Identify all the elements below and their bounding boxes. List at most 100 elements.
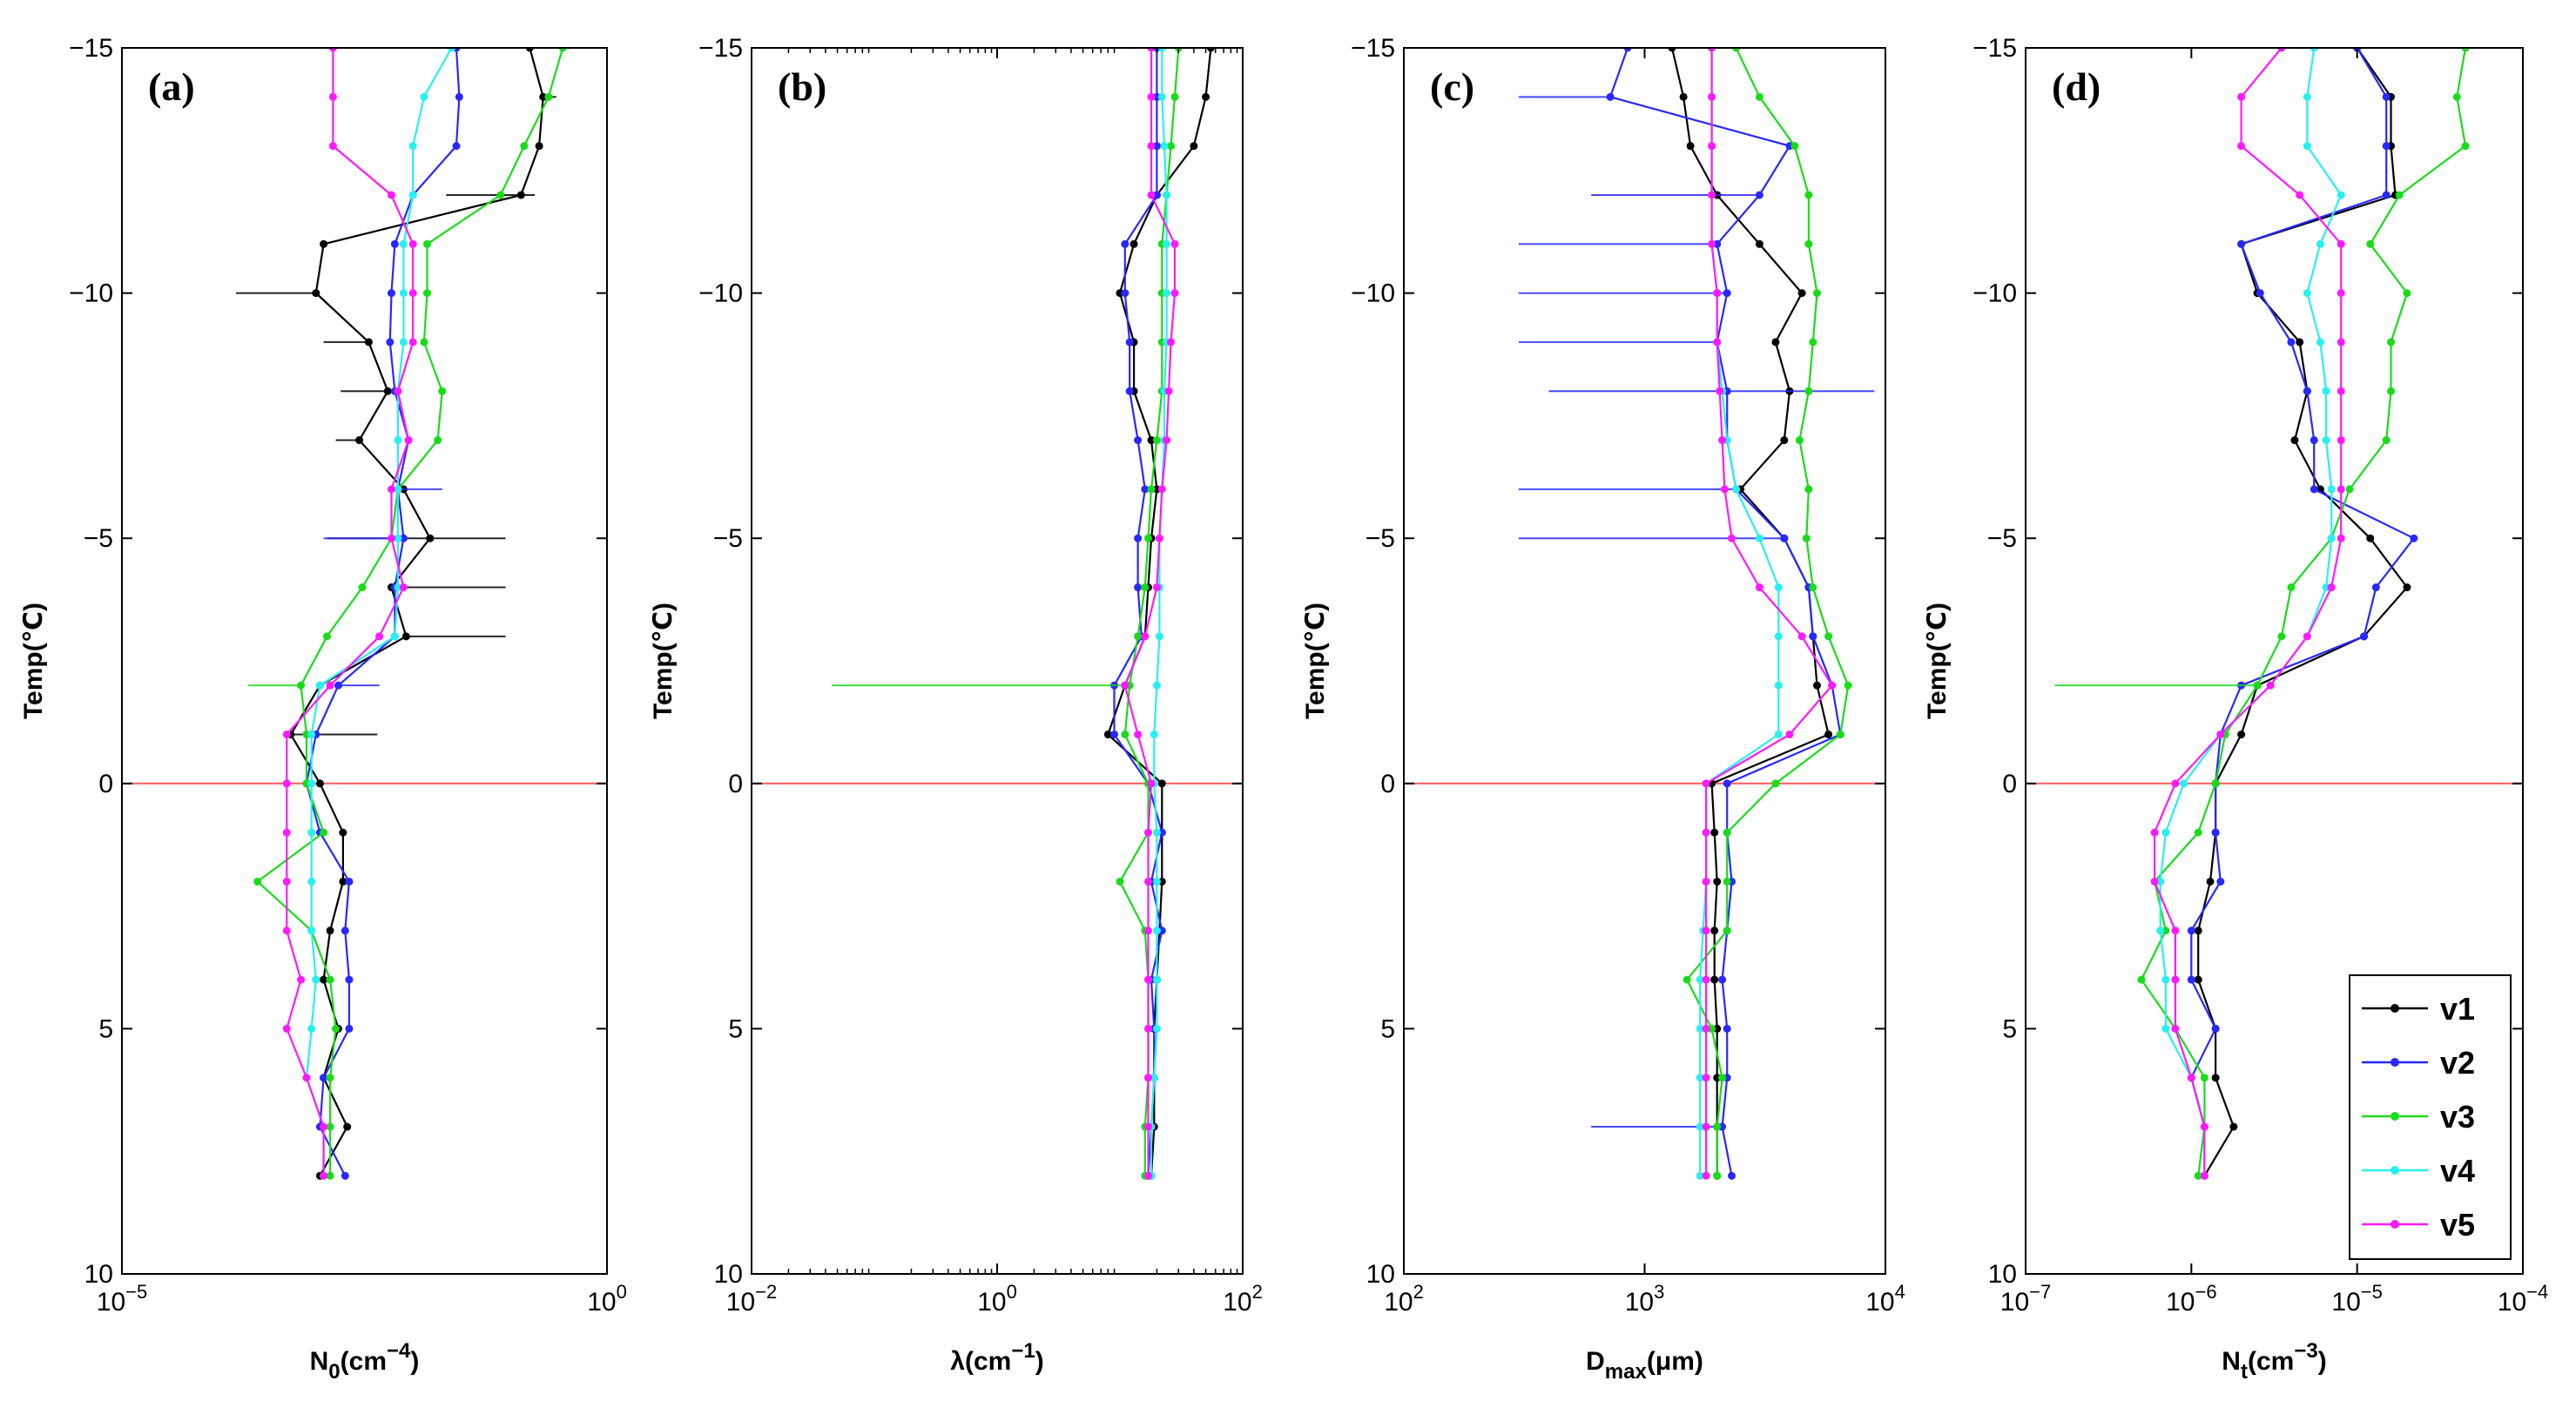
y-tick-label: 0 bbox=[98, 770, 113, 798]
data-point bbox=[1710, 926, 1719, 935]
data-point bbox=[2337, 387, 2345, 395]
data-point bbox=[2337, 534, 2345, 542]
legend-label: v1 bbox=[2440, 991, 2475, 1027]
y-tick-label: −10 bbox=[698, 280, 743, 308]
series-line bbox=[1123, 48, 1177, 1176]
data-point bbox=[399, 583, 408, 592]
data-point bbox=[386, 338, 394, 347]
data-point bbox=[1121, 239, 1130, 248]
data-point bbox=[1157, 779, 1166, 788]
data-point bbox=[1668, 48, 1676, 52]
legend-marker bbox=[2391, 1004, 2399, 1013]
data-point bbox=[2403, 289, 2411, 298]
data-point bbox=[1110, 730, 1119, 738]
data-point bbox=[1804, 485, 1813, 494]
data-point bbox=[1686, 142, 1695, 151]
data-point bbox=[387, 485, 395, 494]
y-axis-title: Temp(℃) bbox=[1923, 603, 1952, 719]
series-v3 bbox=[1682, 48, 1852, 1180]
data-point bbox=[426, 534, 435, 542]
series-line bbox=[305, 48, 461, 1176]
data-point bbox=[399, 239, 408, 248]
data-point bbox=[1710, 975, 1719, 984]
data-point bbox=[1708, 142, 1716, 151]
series-v3 bbox=[247, 48, 567, 1180]
series-line bbox=[2159, 48, 2343, 1176]
x-tick-label: 10−5 bbox=[2331, 1281, 2382, 1317]
data-point bbox=[2296, 338, 2304, 347]
x-tick-label: 10−7 bbox=[2000, 1281, 2051, 1317]
data-point bbox=[1771, 338, 1780, 347]
data-point bbox=[1147, 779, 1156, 788]
data-point bbox=[1155, 534, 1163, 542]
y-axis-title: Temp(℃) bbox=[19, 603, 48, 719]
data-point bbox=[1708, 191, 1716, 199]
data-point bbox=[328, 92, 337, 101]
data-point bbox=[320, 1074, 328, 1082]
y-tick-label: −15 bbox=[698, 34, 743, 63]
data-point bbox=[1720, 485, 1729, 494]
data-point bbox=[322, 632, 331, 641]
data-point bbox=[2229, 1122, 2238, 1131]
data-point bbox=[2237, 92, 2246, 101]
legend-entry-v3: v3 bbox=[2362, 1099, 2475, 1135]
data-point bbox=[1713, 1024, 1722, 1033]
data-point bbox=[2452, 92, 2461, 101]
x-tick-label: 100 bbox=[587, 1281, 627, 1317]
data-point bbox=[408, 338, 417, 347]
y-tick-label: 10 bbox=[1366, 1260, 1395, 1289]
data-point bbox=[355, 436, 364, 445]
data-point bbox=[1804, 387, 1813, 395]
data-point bbox=[2303, 142, 2311, 151]
data-point bbox=[1812, 289, 1821, 298]
y-tick-label: −5 bbox=[1366, 524, 1395, 553]
data-point bbox=[282, 926, 291, 935]
data-point bbox=[2206, 877, 2215, 886]
data-point bbox=[1702, 779, 1710, 788]
data-point bbox=[2387, 387, 2396, 395]
data-point bbox=[2290, 436, 2299, 445]
panel-label: (a) bbox=[148, 64, 195, 109]
data-point bbox=[1713, 239, 1722, 248]
data-point bbox=[422, 239, 431, 248]
data-point bbox=[2161, 975, 2170, 984]
data-point bbox=[2303, 387, 2311, 395]
data-point bbox=[1143, 877, 1152, 886]
data-point bbox=[2187, 975, 2195, 984]
data-point bbox=[2253, 681, 2262, 690]
data-point bbox=[282, 828, 291, 837]
legend-entry-v1: v1 bbox=[2362, 991, 2475, 1027]
data-point bbox=[1167, 142, 1176, 151]
y-tick-label: −5 bbox=[84, 524, 113, 553]
data-point bbox=[1163, 289, 1171, 298]
data-point bbox=[1702, 975, 1710, 984]
x-tick-label: 103 bbox=[1625, 1281, 1665, 1317]
data-point bbox=[2310, 436, 2318, 445]
data-point bbox=[516, 191, 525, 199]
data-point bbox=[1702, 926, 1710, 935]
data-point bbox=[2382, 436, 2391, 445]
series-line bbox=[289, 48, 544, 1176]
data-point bbox=[2322, 387, 2330, 395]
data-point bbox=[1702, 1171, 1710, 1180]
data-point bbox=[455, 92, 463, 101]
y-tick-label: −15 bbox=[1972, 34, 2017, 63]
x-tick-label: 10−2 bbox=[726, 1281, 777, 1317]
data-point bbox=[390, 239, 399, 248]
data-point bbox=[1152, 926, 1161, 935]
data-point bbox=[1774, 681, 1783, 690]
data-point bbox=[1824, 632, 1833, 641]
series-line bbox=[1113, 48, 1163, 1176]
data-point bbox=[1710, 828, 1719, 837]
data-point bbox=[320, 975, 328, 984]
data-point bbox=[387, 289, 395, 298]
data-point bbox=[2287, 338, 2296, 347]
data-point bbox=[1682, 975, 1691, 984]
series-line bbox=[1150, 48, 1168, 1176]
data-point bbox=[320, 239, 328, 248]
data-point bbox=[2461, 142, 2470, 151]
data-point bbox=[434, 436, 442, 445]
data-point bbox=[2310, 485, 2318, 494]
data-point bbox=[2327, 534, 2336, 542]
series-v5 bbox=[2150, 48, 2345, 1180]
